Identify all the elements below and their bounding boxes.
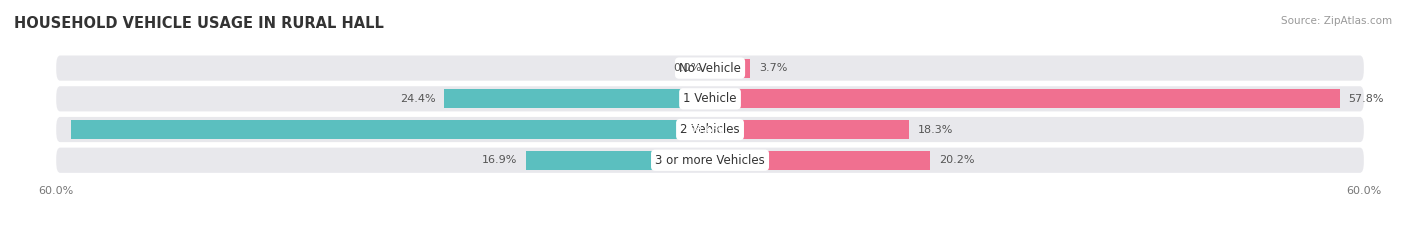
Text: 3.7%: 3.7% (759, 63, 787, 73)
Text: 18.3%: 18.3% (918, 124, 953, 134)
Text: 3 or more Vehicles: 3 or more Vehicles (655, 154, 765, 167)
Bar (710, 58, 751, 78)
FancyBboxPatch shape (56, 148, 1364, 173)
Text: Source: ZipAtlas.com: Source: ZipAtlas.com (1281, 16, 1392, 26)
Bar (526, 151, 710, 170)
Bar (710, 120, 910, 139)
Text: 2 Vehicles: 2 Vehicles (681, 123, 740, 136)
Text: 1 Vehicle: 1 Vehicle (683, 92, 737, 105)
Bar (72, 120, 710, 139)
Text: 24.4%: 24.4% (399, 94, 436, 104)
Text: 57.8%: 57.8% (1348, 94, 1384, 104)
Text: 16.9%: 16.9% (482, 155, 517, 165)
Bar (710, 151, 931, 170)
Bar (444, 89, 710, 108)
Text: 58.6%: 58.6% (689, 124, 724, 134)
FancyBboxPatch shape (56, 55, 1364, 81)
FancyBboxPatch shape (56, 117, 1364, 142)
Text: No Vehicle: No Vehicle (679, 62, 741, 75)
Text: HOUSEHOLD VEHICLE USAGE IN RURAL HALL: HOUSEHOLD VEHICLE USAGE IN RURAL HALL (14, 16, 384, 31)
Text: 0.0%: 0.0% (673, 63, 702, 73)
FancyBboxPatch shape (56, 86, 1364, 111)
Bar (710, 89, 1340, 108)
Text: 20.2%: 20.2% (939, 155, 974, 165)
